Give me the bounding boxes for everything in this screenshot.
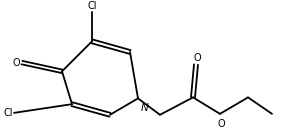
Text: O: O bbox=[193, 53, 201, 63]
Text: Cl: Cl bbox=[87, 1, 97, 11]
Text: Cl: Cl bbox=[4, 108, 13, 118]
Text: O: O bbox=[12, 58, 20, 68]
Text: O: O bbox=[217, 119, 225, 129]
Text: N: N bbox=[141, 103, 149, 113]
